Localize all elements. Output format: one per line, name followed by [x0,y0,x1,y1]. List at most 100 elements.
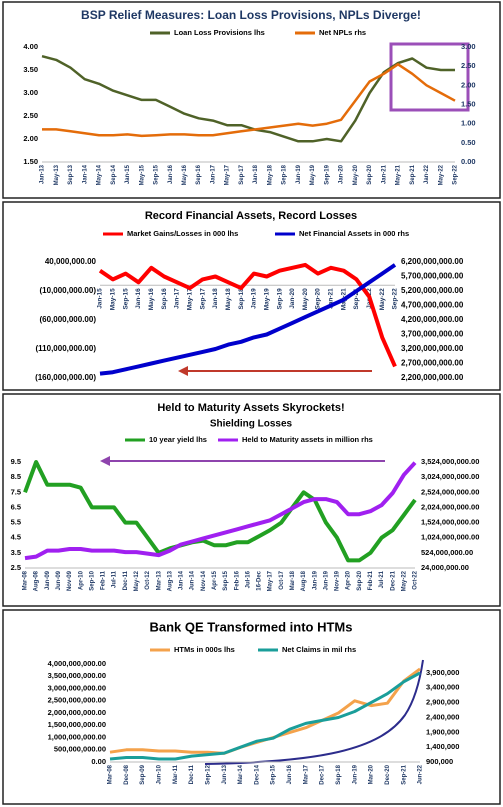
series-line [42,63,456,138]
x-tick-label: Jun-16 [287,764,293,784]
y2-tick-label: 6,200,000,000.00 [401,257,464,266]
x-tick-label: Aug-18 [301,570,307,591]
y2-tick-label: 2,200,000,000.00 [401,373,464,382]
y2-tick-label: 3,200,000,000.00 [401,344,464,353]
y-tick-label: 40,000,000.00 [45,257,97,266]
x-tick-label: Oct-22 [413,570,419,589]
x-tick-label: Apr-20 [346,570,352,590]
y2-tick-label: 0.50 [461,138,476,147]
x-tick-label: May-22 [379,288,386,310]
y2-tick-label: 3,900,000 [426,668,459,677]
y-tick-label: (60,000,000.00) [40,315,97,324]
y2-tick-label: 2,900,000 [426,698,459,707]
y2-tick-label: 2.00 [461,80,476,89]
legend-label: 10 year yield lhs [149,435,207,444]
y2-tick-label: 3,700,000,000.00 [401,330,464,339]
x-tick-label: Jul-16 [245,570,251,588]
legend-label: Net Claims in mil rhs [282,645,356,654]
y2-tick-label: 2,524,000,000.00 [421,487,479,496]
x-tick-label: Sep-18 [336,764,342,784]
x-tick-label: May-19 [263,288,270,310]
x-tick-label: May-20 [302,288,309,310]
y-tick-label: 500,000,000.00 [54,745,106,754]
y-tick-label: 4,000,000,000.00 [48,659,106,668]
x-tick-label: May-16 [182,164,188,185]
y-tick-label: 1.50 [23,157,38,166]
x-tick-label: Jun-14 [190,570,196,590]
y-tick-label: 3.00 [23,88,38,97]
x-tick-label: Mar-08 [108,764,114,784]
x-tick-label: May-12 [134,570,140,591]
x-tick-label: Sep-21 [410,164,416,184]
series-line [23,460,417,563]
y-tick-label: 3.5 [11,548,21,557]
y-tick-label: 4.5 [11,533,21,542]
x-tick-label: Dec-08 [124,764,130,784]
trend-curve [204,659,424,765]
x-tick-label: May-22 [438,164,444,185]
x-tick-label: Dec-17 [320,764,326,784]
x-tick-label: Sep-18 [282,164,288,184]
y-tick-label: 9.5 [11,457,21,466]
y2-tick-label: 3,400,000 [426,683,459,692]
x-tick-label: Mar-20 [369,764,375,784]
x-tick-label: Mar-13 [156,570,162,590]
x-tick-label: Sep-12 [205,764,211,784]
legend-label: Market Gains/Losses in 000 lhs [127,229,238,238]
x-tick-label: Jun-19 [323,570,329,590]
x-tick-label: May-14 [97,164,103,185]
x-tick-label: Jan-16 [168,164,174,184]
x-tick-label: Jan-17 [210,164,216,184]
arrow-head [100,456,110,466]
panel [2,609,501,805]
x-tick-label: Nov-19 [335,570,341,591]
y-tick-label: (110,000,000.00) [36,344,97,353]
y-tick-label: (160,000,000.00) [35,373,96,382]
chart-title: BSP Relief Measures: Loan Loss Provision… [81,8,421,22]
y2-tick-label: 3,024,000,000.00 [421,472,479,481]
chart-subtitle: Shielding Losses [210,419,293,430]
y-tick-label: 2.00 [23,134,38,143]
y2-tick-label: 1.50 [461,99,476,108]
x-tick-label: Jan-21 [328,288,335,309]
x-tick-label: May-15 [139,164,145,185]
chart-title: Record Financial Assets, Record Losses [145,210,357,222]
y-tick-label: 2.5 [11,563,21,572]
x-tick-label: Jun-19 [352,764,358,784]
x-tick-label: May-15 [110,288,117,310]
y-tick-label: 2,500,000,000.00 [48,696,106,705]
arrow-head [178,366,188,376]
x-tick-label: Aug-13 [167,570,173,591]
x-tick-label: May-16 [148,288,155,310]
x-tick-label: Jan-18 [253,164,259,184]
x-tick-label: Aug-08 [34,570,40,591]
x-tick-label: Jan-20 [339,164,345,184]
x-tick-label: Sep-13 [68,164,74,184]
x-tick-label: Jan-15 [97,288,104,309]
x-tick-label: May-17 [187,288,194,310]
x-tick-label: Sep-22 [392,288,399,310]
x-tick-label: May-13 [54,164,60,185]
x-tick-label: Jan-16 [135,288,142,309]
series-line [99,263,397,376]
x-tick-label: Mar-17 [303,764,309,784]
x-tick-label: Sep-20 [357,570,363,590]
legend-label: Net Financial Assets in 000 rhs [299,229,409,238]
y-tick-label: 1,500,000,000.00 [48,720,106,729]
highlight-box [389,42,470,112]
x-tick-label: Sep-20 [315,288,322,310]
series-line [98,262,397,368]
x-tick-label: Jan-19 [296,164,302,184]
x-tick-label: Jan-14 [179,570,185,590]
x-tick-label: Oct-12 [145,570,151,589]
y2-tick-label: 1,024,000,000.00 [421,533,479,542]
x-tick-label: Dec-20 [385,764,391,784]
y2-tick-label: 5,200,000,000.00 [401,286,464,295]
y-tick-label: 4.00 [23,42,38,51]
y-tick-label: 2.50 [23,111,38,120]
x-tick-label: Sep-19 [324,164,330,184]
x-tick-label: Jan-22 [424,164,430,184]
x-tick-label: Jul-11 [112,570,118,588]
y2-tick-label: 4,700,000,000.00 [401,301,464,310]
arrow [100,456,385,466]
